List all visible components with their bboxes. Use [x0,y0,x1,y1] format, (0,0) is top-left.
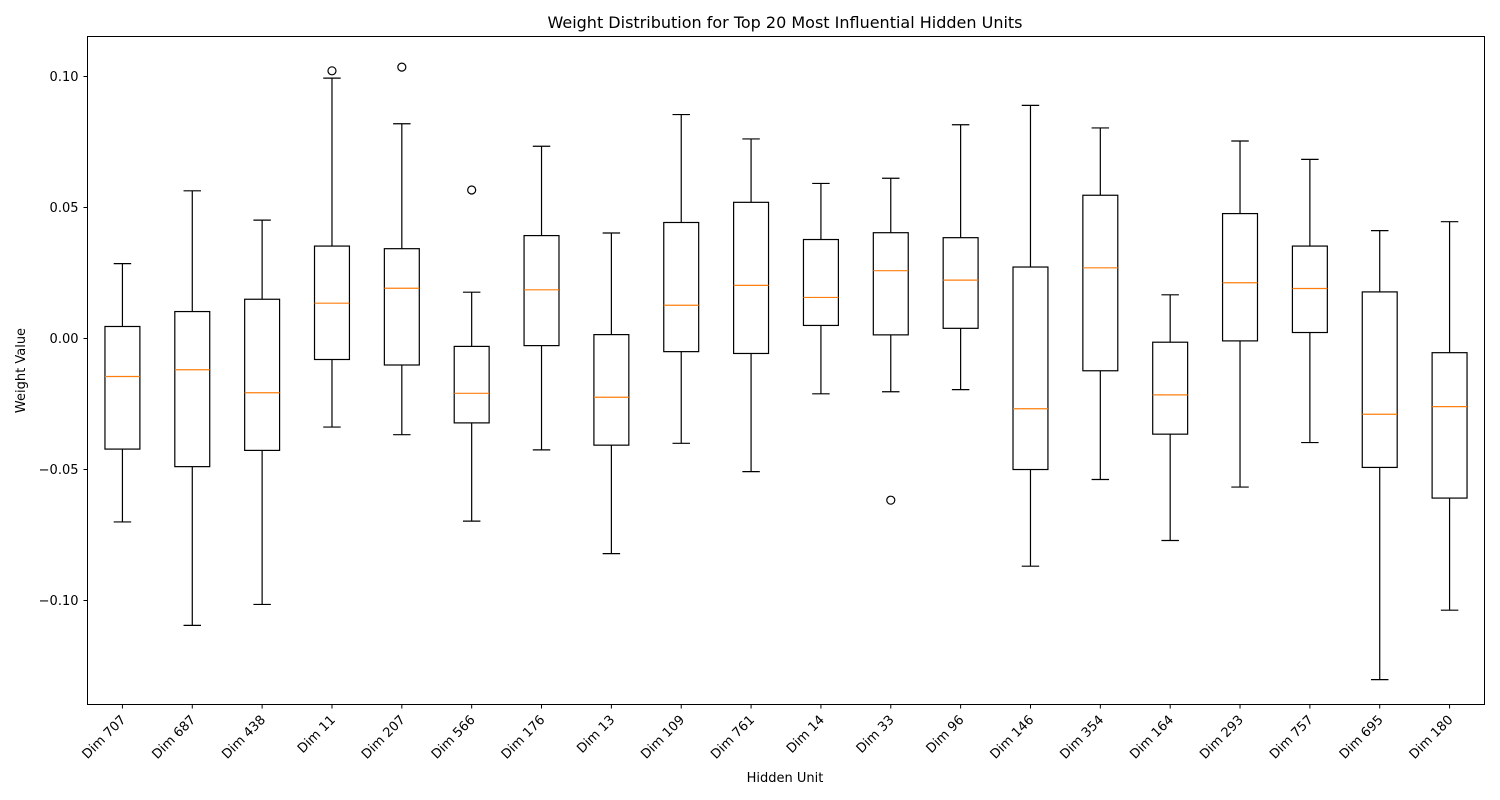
outlier-point [467,185,477,195]
box-group [593,232,630,555]
x-tick-label: Dim 109 [638,713,688,763]
iqr-box [1291,245,1328,334]
iqr-box [1221,212,1259,342]
x-tick-label: Dim 293 [1197,713,1247,763]
iqr-box [1082,194,1119,372]
box-group [733,138,770,473]
x-tick-label: Dim 707 [80,713,130,763]
box-group [942,124,979,391]
chart-title: Weight Distribution for Top 20 Most Infl… [547,13,1022,32]
iqr-box [453,345,490,424]
y-tick-label: −0.05 [39,463,79,478]
iqr-box [733,201,770,355]
iqr-box [523,234,560,347]
box-group [523,145,560,451]
iqr-box [1012,266,1049,471]
x-tick-label: Dim 566 [429,713,479,763]
box-group [244,219,281,606]
y-axis-label: Weight Value [14,328,29,413]
x-tick-label: Dim 33 [854,713,898,757]
x-tick-label: Dim 761 [708,713,758,763]
iqr-box [1361,291,1398,469]
iqr-box [802,238,839,327]
x-tick-label: Dim 164 [1127,713,1177,763]
box-group [313,66,351,428]
box-group [663,113,700,444]
x-axis-label: Hidden Unit [747,771,824,786]
x-tick-label: Dim 146 [988,713,1038,763]
iqr-box [942,237,979,329]
iqr-box [244,298,281,451]
box-group [453,185,490,522]
box-group [1012,104,1049,567]
outlier-point [327,66,337,76]
outlier-point [397,62,407,72]
iqr-box [593,334,630,446]
x-tick-label: Dim 96 [924,713,968,757]
y-tick-label: −0.10 [39,594,79,609]
iqr-box [872,232,909,336]
box-group [1152,294,1189,542]
outlier-point [886,495,896,505]
x-tick-label: Dim 176 [499,713,549,763]
iqr-box [1152,341,1189,435]
box-group [1361,230,1398,681]
x-tick-label: Dim 11 [295,713,339,757]
box-group [1431,221,1468,611]
x-tick-label: Dim 180 [1407,713,1457,763]
x-tick-label: Dim 438 [219,713,269,763]
x-axis: Dim 707 Dim 687 Dim 438 Dim 11 Dim 207 Dim 56… [80,704,1457,763]
x-tick-label: Dim 757 [1267,713,1317,763]
box-group [1082,127,1119,481]
box-group [1221,140,1259,488]
y-tick-label: 0.00 [50,332,79,347]
iqr-box [174,310,211,468]
iqr-box [104,325,141,450]
box-group [872,177,909,505]
x-tick-label: Dim 687 [149,713,199,763]
iqr-box [1431,352,1468,499]
y-tick-label: 0.05 [50,201,79,216]
x-tick-label: Dim 13 [574,713,618,757]
plot-area-frame [87,36,1485,705]
x-tick-label: Dim 14 [784,713,828,757]
iqr-box [383,248,420,366]
iqr-box [663,221,700,353]
box-group [802,182,839,395]
box-group [174,190,211,626]
x-tick-label: Dim 207 [359,713,409,763]
y-tick-label: 0.10 [50,70,79,85]
x-tick-label: Dim 695 [1337,713,1387,763]
box-group [383,62,420,436]
box-group [1291,158,1328,444]
box-series [104,62,1468,681]
box-group [104,263,141,523]
y-axis: −0.10 −0.05 0.00 0.05 0.10 [39,70,88,609]
x-tick-label: Dim 354 [1057,713,1107,763]
